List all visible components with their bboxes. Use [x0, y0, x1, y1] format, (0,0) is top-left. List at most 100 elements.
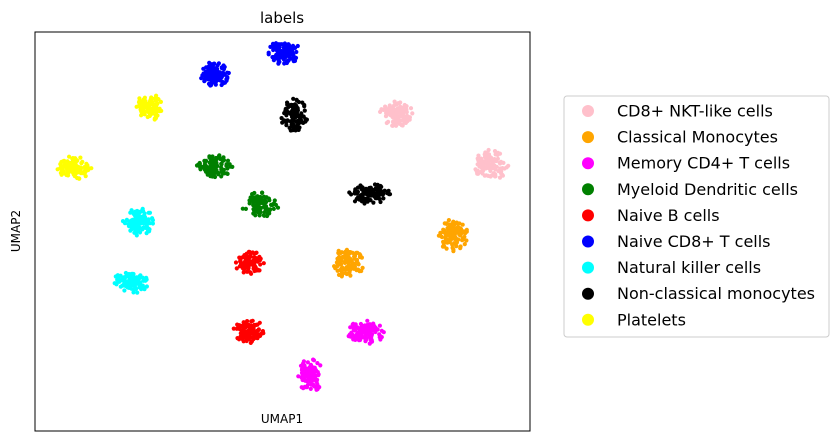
scatter-point [450, 227, 456, 232]
scatter-point [135, 219, 140, 224]
legend-marker [582, 131, 594, 144]
scatter-point [440, 244, 446, 249]
scatter-point [68, 167, 73, 172]
scatter-point [198, 166, 203, 171]
scatter-point [252, 268, 257, 274]
scatter-point [142, 211, 147, 216]
scatter-point [153, 103, 158, 108]
scatter-point [226, 70, 231, 76]
scatter-point [463, 231, 468, 236]
scatter-point [138, 221, 143, 226]
scatter-point [313, 368, 318, 373]
scatter-point [233, 260, 239, 265]
scatter-point [386, 119, 391, 124]
scatter-point [129, 218, 134, 223]
scatter-point [284, 52, 289, 57]
scatter-point [487, 154, 492, 159]
scatter-point [344, 266, 349, 272]
scatter-point [295, 118, 300, 123]
scatter-point [404, 104, 409, 109]
scatter-point [410, 111, 415, 116]
scatter-point [310, 382, 316, 387]
scatter-point [134, 230, 139, 235]
scatter-point [61, 169, 66, 174]
scatter-point [254, 203, 259, 208]
scatter-point [308, 378, 313, 383]
scatter-point [304, 368, 309, 373]
scatter-point [481, 168, 486, 173]
cluster-6-1 [112, 270, 149, 295]
scatter-point [140, 206, 145, 211]
scatter-point [302, 102, 307, 108]
scatter-point [284, 46, 289, 52]
scatter-point [225, 166, 230, 171]
scatter-point [128, 228, 133, 233]
scatter-point [249, 339, 254, 344]
scatter-point [462, 242, 467, 247]
cluster-7-0 [279, 96, 309, 133]
scatter-point [354, 191, 359, 196]
scatter-point [144, 284, 149, 289]
scatter-point [289, 122, 294, 127]
scatter-point [355, 260, 360, 266]
scatter-point [231, 326, 236, 331]
scatter-point [284, 119, 289, 124]
scatter-point [347, 190, 352, 195]
scatter-point [215, 63, 220, 68]
scatter-point [454, 240, 459, 245]
scatter-point [289, 104, 295, 109]
scatter-point [135, 290, 140, 295]
scatter-point [378, 109, 383, 114]
legend-label: Myeloid Dendritic cells [617, 180, 798, 199]
scatter-point [62, 159, 67, 164]
scatter-point [383, 104, 388, 109]
scatter-point [307, 372, 312, 377]
scatter-point [277, 59, 282, 64]
scatter-point [348, 325, 353, 330]
scatter-point [333, 266, 338, 271]
scatter-point [254, 196, 259, 201]
scatter-point [291, 126, 297, 131]
scatter-point [294, 110, 299, 115]
scatter-point [247, 201, 252, 206]
scatter-point [285, 102, 290, 107]
legend-marker [582, 105, 594, 117]
scatter-point [315, 382, 320, 387]
scatter-point [125, 285, 131, 290]
scatter-point [258, 205, 263, 211]
scatter-point [270, 202, 275, 207]
scatter-point [224, 78, 229, 83]
scatter-point [390, 123, 395, 128]
scatter-point [147, 210, 153, 215]
scatter-point [203, 159, 208, 164]
scatter-point [136, 212, 141, 217]
scatter-point [289, 114, 295, 119]
scatter-point [351, 262, 356, 267]
scatter-point [299, 111, 304, 116]
scatter-point [230, 164, 235, 169]
scatter-point [142, 95, 147, 100]
scatter-point [492, 149, 498, 154]
cluster-4-0 [233, 249, 266, 276]
scatter-point [216, 73, 222, 78]
scatter-point [259, 331, 264, 336]
scatter-point [295, 107, 300, 112]
scatter-point [258, 194, 263, 200]
cluster-5-1 [266, 41, 300, 66]
scatter-point [476, 158, 481, 163]
scatter-point [156, 107, 162, 112]
x-axis-label: UMAP1 [261, 412, 303, 426]
scatter-point [296, 374, 301, 379]
legend-marker [582, 157, 594, 170]
scatter-point [460, 222, 465, 227]
cluster-8-0 [134, 93, 164, 122]
scatter-point [502, 166, 507, 171]
scatter-point [361, 335, 366, 340]
scatter-point [492, 174, 498, 179]
scatter-point [237, 264, 242, 269]
y-axis-label: UMAP2 [9, 210, 23, 252]
scatter-point [276, 44, 281, 49]
cluster-4-1 [231, 318, 266, 345]
scatter-point [495, 152, 500, 157]
scatter-point [298, 363, 304, 368]
